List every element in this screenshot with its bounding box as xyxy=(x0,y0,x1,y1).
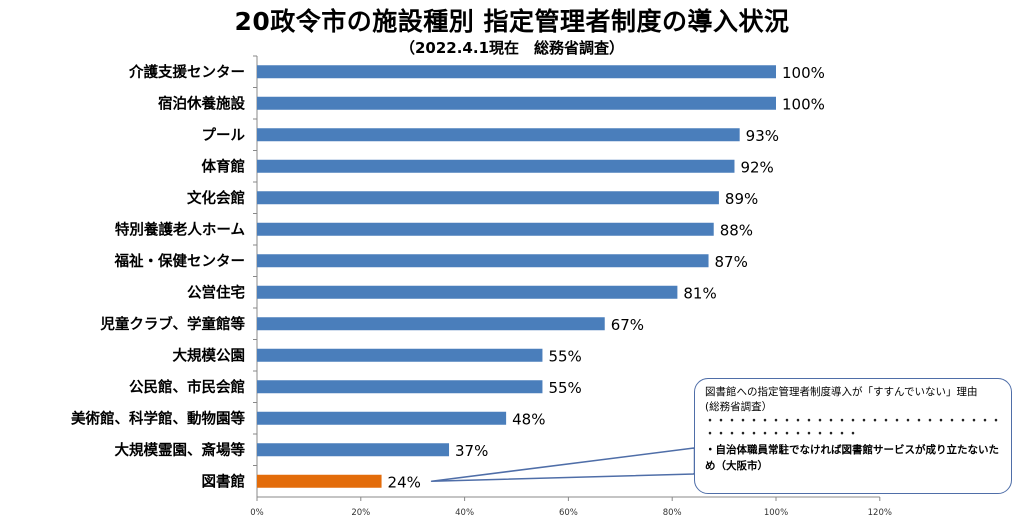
bar xyxy=(257,380,543,394)
bar xyxy=(257,159,735,173)
callout-source: (総務省調査） xyxy=(705,401,773,414)
bar xyxy=(257,65,776,79)
bar xyxy=(257,411,507,425)
data-label: 55% xyxy=(548,379,581,397)
category-label: プール xyxy=(202,127,246,144)
x-tick-label: 20% xyxy=(351,508,370,518)
category-label: 特別養護老人ホーム xyxy=(115,220,245,238)
data-label: 93% xyxy=(746,127,779,145)
chart-subtitle: （2022.4.1現在 総務省調査） xyxy=(399,39,625,57)
data-label: 37% xyxy=(455,442,488,460)
data-label: 89% xyxy=(725,190,758,208)
category-label: 宿泊休養施設 xyxy=(158,94,245,112)
data-label: 92% xyxy=(740,158,773,176)
bar xyxy=(257,348,543,362)
x-tick-label: 0% xyxy=(250,508,264,518)
x-tick-label: 60% xyxy=(559,508,578,518)
x-tick-label: 40% xyxy=(455,508,474,518)
bar xyxy=(257,474,382,488)
bar xyxy=(257,254,709,268)
data-label: 67% xyxy=(611,316,644,334)
category-label: 体育館 xyxy=(202,157,246,175)
bar xyxy=(257,285,678,299)
category-label: 公営住宅 xyxy=(187,283,245,301)
data-label: 88% xyxy=(720,221,753,239)
category-label: 図書館 xyxy=(202,472,246,490)
data-label: 55% xyxy=(548,347,581,365)
bar xyxy=(257,317,605,331)
callout-reason: ・自治体職員常駐でなければ図書館サービスが成り立たないため（大阪市） xyxy=(705,444,999,472)
data-label: 100% xyxy=(782,64,825,82)
data-label: 48% xyxy=(512,410,545,428)
category-label: 大規模霊園、斎場等 xyxy=(115,441,246,459)
callout-dots-2: ・・・・・・・・・・・・・・・・・・ xyxy=(705,429,855,441)
x-tick-label: 100% xyxy=(764,508,788,518)
callout-box: 図書館への指定管理者制度導入が「すすんでいない」理由 (総務省調査） ・・・・・… xyxy=(694,378,1012,494)
bar xyxy=(257,443,450,457)
category-label: 公民館、市民会館 xyxy=(129,378,245,396)
bar xyxy=(257,191,719,205)
chart-title: 20政令市の施設種別 指定管理者制度の導入状況 xyxy=(234,7,790,36)
x-tick-label: 80% xyxy=(663,508,682,518)
category-label: 大規模公園 xyxy=(173,346,246,364)
data-label: 100% xyxy=(782,95,825,113)
category-label: 介護支援センター xyxy=(128,63,245,81)
data-label: 24% xyxy=(388,473,421,491)
bar xyxy=(257,96,776,110)
category-label: 児童クラブ、学童館等 xyxy=(99,315,245,333)
bar xyxy=(257,222,714,236)
category-label: 福祉・保健センター xyxy=(114,252,246,270)
data-label: 87% xyxy=(715,253,748,271)
category-label: 文化会館 xyxy=(187,189,245,207)
category-label: 美術館、科学館、動物園等 xyxy=(71,409,245,427)
callout-dots-1: ・・・・・・・・・・・・・・・・・・・・・・・・・・・・・・・・・・・・ xyxy=(705,416,1001,428)
callout-question: 図書館への指定管理者制度導入が「すすんでいない」理由 xyxy=(705,386,978,398)
x-tick-label: 120% xyxy=(868,508,892,518)
bar xyxy=(257,128,740,142)
data-label: 81% xyxy=(683,284,716,302)
